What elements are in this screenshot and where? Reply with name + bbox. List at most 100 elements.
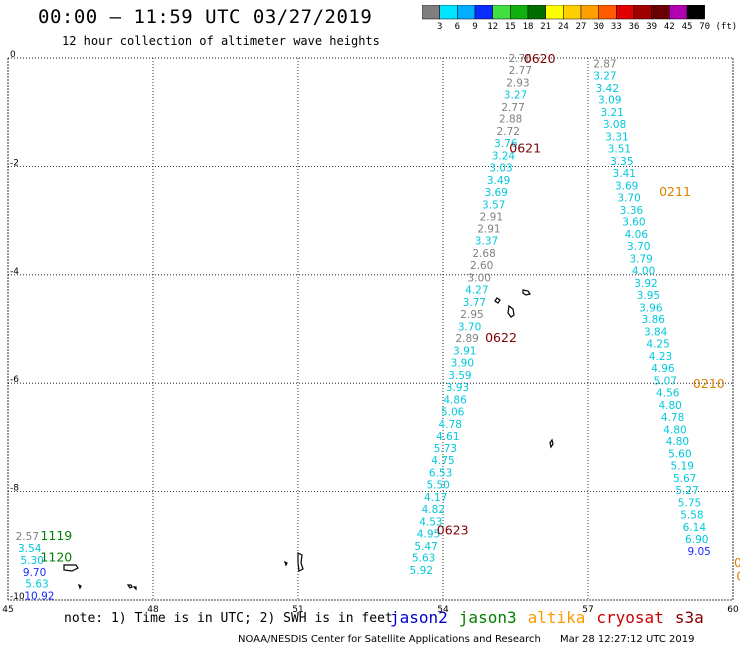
wave-height-value: 4.61 [436, 431, 459, 443]
wave-height-value: 3.84 [644, 327, 668, 339]
wave-height-value: 9.05 [687, 546, 710, 558]
island-outline [549, 438, 554, 449]
wave-height-value: 3.70 [627, 241, 650, 253]
y-tick-label: -2 [10, 158, 19, 168]
color-scale-labels: 3 6 9 12 15 18 21 24 27 30 33 36 39 42 45 70 (ft) [422, 22, 740, 36]
x-tick-label: 60 [727, 605, 739, 615]
pass-time-label: 0209 [734, 555, 740, 570]
wave-height-value: 3.79 [629, 254, 652, 266]
island-outline [494, 297, 501, 304]
wave-height-value: 4.78 [661, 412, 684, 424]
legend-jason2: jason2 [390, 608, 448, 627]
wave-height-value: 2.89 [455, 333, 478, 345]
page-subtitle: 12 hour collection of altimeter wave hei… [62, 34, 380, 48]
wave-height-value: 2.68 [472, 248, 495, 260]
scale-label: 6 [454, 22, 461, 32]
scale-label: 39 [646, 22, 658, 32]
scale-label: 24 [557, 22, 569, 32]
wave-height-value: 3.92 [634, 278, 657, 290]
x-tick-label: 48 [147, 605, 159, 615]
island-outline [283, 560, 288, 567]
wave-height-value: 2.95 [460, 309, 483, 321]
wave-height-value: 3.93 [446, 382, 469, 394]
island-outline [77, 583, 82, 590]
wave-height-value: 4.80 [666, 436, 689, 448]
wave-height-value: 5.63 [412, 553, 435, 565]
scale-swatch [686, 5, 705, 20]
x-tick-label: 51 [292, 605, 303, 615]
scale-label: 42 [663, 22, 675, 32]
legend-cryosat: cryosat [596, 608, 664, 627]
wave-height-value: 3.21 [600, 107, 623, 119]
wave-height-value: 3.70 [458, 321, 481, 333]
wave-height-value: 6.90 [685, 534, 708, 546]
wave-height-value: 5.27 [675, 485, 698, 497]
wave-height-value: 5.92 [410, 565, 433, 577]
wave-height-value: 3.57 [482, 199, 505, 211]
wave-height-value: 3.49 [487, 175, 510, 187]
island-outline [132, 586, 137, 591]
wave-height-value: 2.93 [506, 77, 529, 89]
wave-height-value: 4.27 [465, 284, 488, 296]
wave-height-value: 6.14 [683, 522, 707, 534]
wave-height-value: 3.41 [613, 168, 636, 180]
wave-height-value: 3.70 [617, 192, 640, 204]
wave-height-value: 3.60 [622, 217, 645, 229]
wave-height-value: 3.09 [598, 95, 621, 107]
pass-time-label: 0623 [437, 523, 469, 538]
satellite-legend: jason2 jason3 altika cryosat s3a [390, 608, 715, 627]
wave-height-value: 2.72 [497, 126, 520, 138]
wave-height-value: 3.95 [637, 290, 660, 302]
pass-time-label: 0622 [485, 330, 517, 345]
wave-height-value: 3.24 [492, 151, 516, 163]
wave-height-value: 3.31 [605, 132, 628, 144]
legend-s3a: s3a [674, 608, 704, 627]
pass-time-label: 1119 [40, 528, 72, 543]
y-tick-label: -8 [10, 484, 19, 494]
wave-height-value: 3.54 [18, 543, 42, 555]
wave-height-value: 5.67 [673, 473, 696, 485]
wave-height-value: 5.06 [441, 406, 465, 418]
x-tick-label: 57 [582, 605, 593, 615]
scale-label: 36 [628, 22, 640, 32]
wave-height-value: 5.07 [654, 375, 677, 387]
wave-height-value: 3.27 [593, 70, 616, 82]
wave-height-value: 5.50 [426, 480, 449, 492]
scale-label: 30 [593, 22, 605, 32]
wave-height-value: 3.86 [642, 314, 666, 326]
wave-height-value: 4.00 [632, 265, 655, 277]
wave-height-value: 4.80 [663, 424, 686, 436]
wave-height-value: 3.03 [489, 162, 512, 174]
x-tick-label: 54 [437, 605, 449, 615]
units-note: note: 1) Time is in UTC; 2) SWH is in fe… [64, 611, 393, 626]
wave-height-value: 2.91 [480, 211, 503, 223]
wave-height-value: 3.36 [620, 205, 644, 217]
color-scale-bar [422, 5, 705, 20]
wave-height-value: 3.51 [608, 144, 631, 156]
wave-height-value: 2.77 [509, 65, 532, 77]
wave-height-value: 3.96 [639, 302, 663, 314]
wave-height-value: 3.69 [484, 187, 507, 199]
wave-height-value: 2.91 [477, 224, 500, 236]
page-title: 00:00 — 11:59 UTC 03/27/2019 [38, 6, 373, 28]
wave-height-value: 5.63 [25, 579, 48, 591]
pass-time-label: 0210 [693, 376, 725, 391]
wave-height-value: 3.35 [610, 156, 633, 168]
footer-agency: NOAA/NESDIS Center for Satellite Applica… [238, 634, 541, 645]
wave-height-value: 4.17 [424, 492, 447, 504]
legend-altika: altika [527, 608, 586, 627]
wave-height-value: 4.75 [431, 455, 454, 467]
y-tick-label: -6 [10, 375, 19, 385]
wave-height-value: 5.58 [680, 509, 703, 521]
scale-label: 21 [540, 22, 552, 32]
wave-height-value: 9.70 [23, 567, 46, 579]
wave-height-value: 4.95 [417, 528, 440, 540]
wave-height-value: 5.19 [671, 461, 694, 473]
scale-label: 27 [575, 22, 587, 32]
legend-jason3: jason3 [458, 608, 517, 627]
island-outline [522, 289, 531, 296]
wave-height-value: 3.69 [615, 180, 638, 192]
pass-time-label: 1120 [40, 550, 72, 565]
wave-height-value: 4.06 [625, 229, 649, 241]
